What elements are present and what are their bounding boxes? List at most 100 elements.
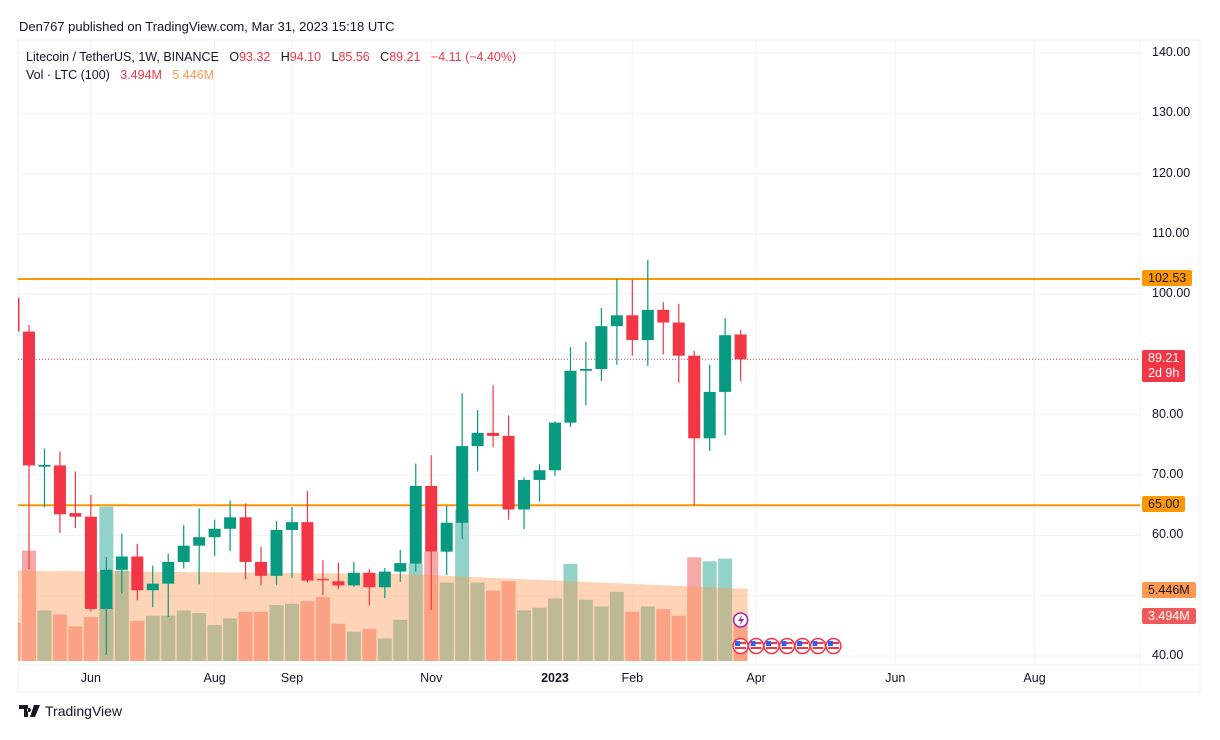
candle [38, 448, 51, 508]
volume-bar [207, 625, 222, 661]
flag-stripe [797, 647, 808, 649]
plot-area [18, 40, 1140, 665]
volume-bar [300, 601, 315, 661]
candle [363, 569, 376, 606]
candle [115, 533, 128, 594]
candle-body [626, 315, 639, 341]
published-note: Den767 published on TradingView.com, Mar… [19, 19, 395, 34]
us-flag-event-icon [732, 637, 749, 655]
change-value: −4.11 (−4.40%) [430, 50, 517, 64]
candle [316, 560, 329, 596]
candle [100, 557, 113, 655]
price-axis-label: 100.00 [1152, 286, 1191, 301]
volume-tag: 3.494M [1142, 608, 1196, 624]
volume-value: 3.494M [120, 68, 162, 82]
last-price-tag: 89.21 2d 9h [1142, 350, 1186, 382]
candle-body [208, 528, 221, 538]
flag-stripe [812, 642, 824, 644]
symbol-legend: Litecoin / TetherUS, 1W, BINANCE O93.32 … [26, 50, 517, 64]
candle [84, 494, 97, 612]
volume-ma-tag: 5.446M [1142, 582, 1196, 598]
volume-bar [145, 615, 160, 661]
candle [208, 519, 221, 556]
volume-bar [161, 615, 176, 661]
candle-body [23, 331, 35, 466]
us-flag-event-icon [747, 637, 765, 655]
candle-body [487, 432, 500, 436]
volume-bar [176, 610, 191, 661]
candle-body [657, 309, 670, 323]
price-axis-label: 120.00 [1152, 165, 1191, 180]
volume-bar [486, 590, 501, 661]
price-axis-label: 110.00 [1152, 225, 1190, 240]
volume-bar [547, 598, 562, 661]
flag-stripe [750, 647, 762, 649]
time-axis-label: Aug [203, 671, 226, 685]
candle-body [18, 297, 20, 332]
volume-bar [362, 629, 377, 661]
candle-body [672, 322, 685, 356]
support-tag: 65.00 [1142, 496, 1186, 512]
volume-bar [439, 582, 454, 661]
tradingview-logo[interactable]: TradingView [19, 703, 122, 719]
candle [518, 477, 531, 530]
time-axis-label: Nov [420, 671, 443, 685]
candle-body [332, 581, 345, 586]
candle [703, 364, 716, 451]
candle [146, 565, 159, 608]
candle [425, 455, 438, 611]
time-axis-label: Feb [621, 671, 644, 685]
volume-bar [532, 607, 547, 661]
volume-bar [130, 621, 145, 661]
time-axis-label: Jun [80, 671, 101, 685]
flag-canton [735, 641, 741, 646]
lightning-event-icon [732, 612, 749, 628]
flag-stripe [735, 642, 747, 644]
candle-body [270, 529, 283, 576]
candle [734, 329, 747, 382]
volume-bar [331, 623, 346, 661]
flag-stripe [827, 647, 839, 649]
volume-bar [238, 611, 253, 661]
candle-body [363, 572, 376, 588]
volume-bar [702, 561, 717, 661]
candle-body [255, 561, 268, 576]
resistance-tag: 102.53 [1142, 270, 1193, 286]
candle [378, 567, 391, 599]
candle-body [53, 465, 66, 515]
candle [502, 415, 515, 520]
volume-bar [346, 631, 361, 661]
volume-bar [52, 614, 67, 661]
candle-body [239, 517, 252, 562]
us-flag-event-icon [778, 637, 796, 655]
candle [301, 490, 314, 583]
candle-body [301, 522, 314, 581]
flag-stripe [781, 642, 793, 644]
flag-stripe [750, 642, 762, 644]
volume-bar [455, 509, 470, 661]
volume-bar [625, 611, 640, 661]
candle-body [641, 309, 654, 341]
flag-stripe [766, 647, 778, 649]
candle [285, 507, 298, 579]
candle [162, 553, 175, 617]
candle [347, 561, 360, 587]
flag-canton [766, 641, 772, 646]
time-axis-label: Apr [746, 671, 766, 685]
volume-legend: Vol · LTC (100) 3.494M 5.446M [26, 68, 215, 82]
volume-bar [269, 605, 284, 661]
flag-stripe [797, 642, 808, 644]
candle-body [193, 537, 206, 546]
volume-bar [114, 570, 129, 661]
volume-bar [18, 622, 21, 661]
candle-body [38, 464, 51, 467]
close-value: 89.21 [389, 50, 421, 64]
candle [626, 279, 639, 356]
candle-body [688, 355, 701, 439]
candle [18, 297, 20, 332]
candle [193, 508, 206, 585]
us-flag-event-icon [794, 637, 811, 655]
volume-bar [83, 617, 98, 661]
volume-bar [315, 597, 330, 661]
